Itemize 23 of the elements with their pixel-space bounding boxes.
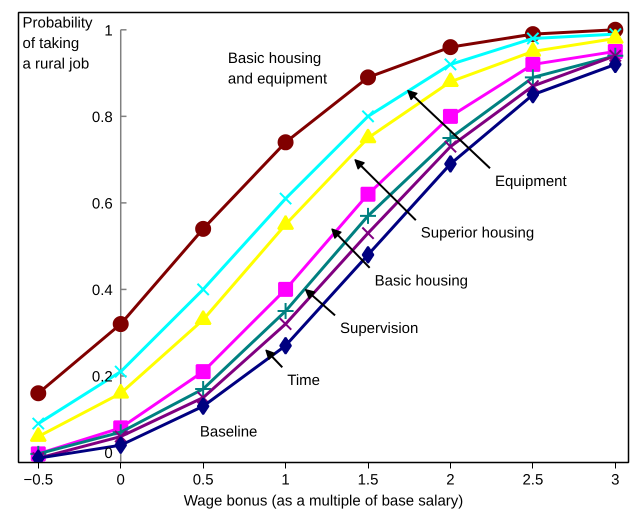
x-tick-label: 0 (116, 472, 125, 488)
y-axis-title: Probability of taking a rural job (22, 14, 94, 72)
y-tick-label: 0 (104, 445, 113, 462)
x-tick-label: −0.5 (23, 472, 54, 488)
annotation: Basic housing and equipment (228, 50, 328, 88)
x-tick-label: 2 (446, 472, 455, 488)
x-tick-label: 0.5 (192, 472, 214, 488)
annotation: Time (287, 372, 320, 389)
x-tick-label: 1.5 (358, 472, 378, 488)
annotation: Baseline (200, 424, 258, 441)
annotation: Basic housing (374, 272, 468, 290)
x-axis-title: Wage bonus (as a multiple of base salary) (184, 492, 464, 510)
annotation: Superior housing (420, 224, 534, 242)
annotation: Equipment (494, 172, 568, 190)
x-tick-label: 2.5 (522, 472, 544, 488)
annotation: Supervision (340, 320, 418, 337)
x-tick-label: 3 (611, 472, 620, 488)
y-tick-label: 0.4 (92, 282, 113, 299)
y-tick-label: 1 (104, 22, 113, 40)
x-tick-label: 1 (281, 472, 290, 488)
y-tick-label: 0.6 (92, 195, 113, 212)
y-tick-label: 0.8 (92, 108, 113, 126)
y-tick-label: 0.2 (92, 368, 113, 386)
